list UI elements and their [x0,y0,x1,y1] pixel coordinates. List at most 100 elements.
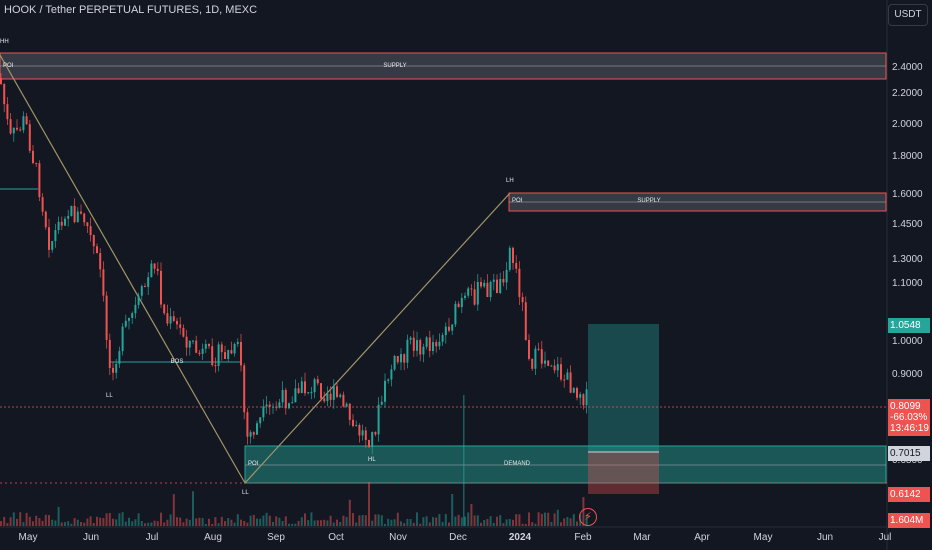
poi-label-mid: POI [512,198,523,204]
volume-bar [505,519,508,526]
volume-bar [550,521,553,526]
volume-bar [272,521,274,526]
volume-bar [492,522,495,526]
volume-bar [521,523,524,526]
candle-body [57,221,60,231]
volume-bar [390,519,393,526]
time-tick: Sep [267,532,285,543]
candle-body [112,367,114,373]
candle-body [268,404,271,407]
candle-body [169,316,172,324]
candle-body [236,341,239,344]
candle-body [214,365,217,367]
volume-bar [217,523,220,526]
time-tick: Jul [878,532,892,543]
volume-bar [0,521,2,526]
candle-body [438,341,441,347]
candle-body [563,379,566,381]
candle-body [579,394,582,398]
volume-bar [12,512,15,526]
volume-bar [57,506,60,526]
volume-bar [412,522,415,526]
volume-bar [569,518,572,526]
candle-body [400,354,402,363]
candle-body [361,430,364,436]
volume-bar [179,517,182,526]
candle-body [310,392,313,394]
candle-body [86,222,89,227]
candle-body [262,406,265,418]
volume-bar [227,518,230,526]
volume-bar [160,512,162,526]
volume-bar [246,522,249,526]
candle-body [92,235,95,247]
trend-line [0,54,511,485]
candle-body [355,425,358,427]
candle-body [566,372,569,380]
volume-bar [310,512,313,526]
candle-body [419,340,422,355]
volume-bar [294,523,297,526]
volume-bar [176,517,178,526]
volume-label: 1.604M [888,513,930,528]
last-price-value: 0.8099 [890,401,921,412]
candle-body [60,221,63,226]
volume-bar [352,513,354,526]
volume-bar [486,518,489,526]
candle-body [172,316,175,321]
candle-body [147,277,150,287]
symbol-title[interactable]: HOOK / Tether PERPETUAL FUTURES, 1D, MEX… [4,4,258,16]
volume-bar [563,518,566,526]
hl-label: HL [368,457,376,463]
volume-bar [336,519,338,526]
candle-body [220,344,223,353]
price-tick: 2.2000 [892,88,923,99]
candle-body [105,295,108,340]
volume-bar [214,517,217,526]
candle-body [80,211,82,214]
candle-body [336,386,338,397]
time-tick: Jun [816,532,834,543]
volume-bar [236,514,239,526]
candle-body [576,388,578,398]
lightning-icon[interactable]: ⚡︎ [579,508,597,526]
volume-bar [326,520,329,526]
candle-body [201,348,204,354]
candle-body [41,197,44,212]
price-tick: 1.4500 [892,219,923,230]
candle-body [3,83,6,105]
candle-body [198,352,201,354]
volume-bar [6,523,9,526]
candle-body [140,286,143,296]
volume-bar [208,518,210,526]
candle-body [176,320,178,325]
candle-body [502,278,505,283]
candle-body [441,335,444,342]
volume-bar [144,523,146,526]
candle-body [489,281,492,298]
volume-bar [131,521,134,526]
candle-body [115,363,118,373]
volume-bar [249,515,252,526]
volume-bar [166,519,169,526]
volume-bar [288,523,290,526]
volume-bar [323,519,326,526]
volume-bar [182,522,185,526]
volume-bar [451,494,454,526]
candle-body [67,215,70,219]
candle-body [313,379,316,393]
candle-body [83,213,86,223]
volume-bar [169,514,172,526]
volume-bar [60,522,63,526]
volume-bar [435,517,438,526]
volume-bar [345,516,348,526]
candle-body [339,394,342,397]
currency-button[interactable]: USDT [888,4,928,26]
volume-bar [70,523,73,526]
candle-body [89,226,92,236]
candle-body [153,263,156,269]
last-price-label: 0.8099 -66.03% 13:46:19 [888,399,930,436]
candle-body [528,340,530,359]
candle-body [569,372,572,393]
